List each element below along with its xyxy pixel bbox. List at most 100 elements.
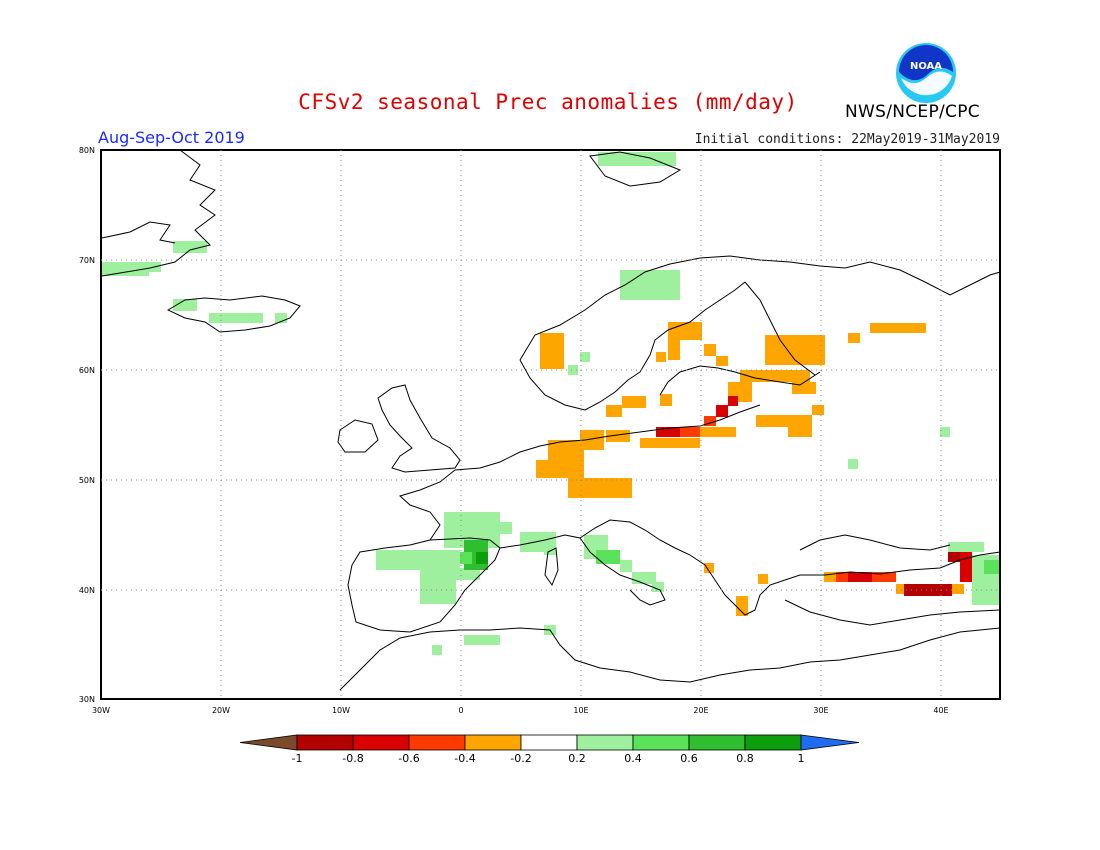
colorbar-label: -0.2 [510,752,531,765]
anomaly-cell [848,333,860,343]
colorbar-label: -0.4 [454,752,475,765]
anomaly-cell [668,322,702,340]
anomaly-cell [836,572,848,582]
colorbar-label: -0.6 [398,752,419,765]
anomaly-cell [622,396,646,408]
anomaly-cell [948,552,960,562]
anomaly-cell [704,416,716,426]
anomaly-cell [758,574,768,584]
lon-label: 10W [332,706,350,715]
colorbar-segment [688,734,746,751]
anomaly-cell [940,427,950,437]
anomaly-cell [606,405,622,417]
anomaly-cell [960,552,972,582]
anomaly-cell [656,427,680,437]
anomaly-cell [640,438,700,448]
anomaly-cell [568,365,578,375]
anomaly-cell [704,563,714,573]
anomaly-cell [536,460,584,478]
anomaly-cell [580,352,590,362]
colorbar-labels: -1 -0.8 -0.6 -0.4 -0.2 0.2 0.4 0.6 0.8 1 [292,752,805,765]
lon-label: 10E [573,706,588,715]
colorbar-segment [296,734,354,751]
anomaly-cell [704,344,716,356]
colorbar-segment [408,734,466,751]
anomaly-cell [896,584,908,594]
anomaly-cell [540,333,564,369]
anomaly-cell [660,394,672,406]
anomaly-cell [460,552,472,564]
anomaly-cell [596,480,632,494]
anomaly-cell [620,560,632,572]
forecast-period: Aug-Sep-Oct 2019 [98,128,245,147]
colorbar [239,734,860,751]
anomaly-cell [812,405,824,415]
colorbar-segment [352,734,410,751]
colorbar-label: 0.8 [736,752,754,765]
anomaly-cell [728,396,738,406]
anomaly-cell [904,584,952,596]
anomaly-cells [101,152,1000,655]
anomaly-cell [544,545,556,555]
anomaly-cell [808,335,824,365]
lon-label: 40E [933,706,948,715]
lon-label: 20W [212,706,230,715]
lat-label: 40N [79,586,95,595]
anomaly-cell [580,430,604,450]
anomaly-cell [598,152,676,166]
colorbar-label: -0.8 [342,752,363,765]
anomaly-cell [952,584,964,594]
anomaly-cell [476,552,488,564]
lat-label: 80N [79,146,95,155]
anomaly-cell [872,572,896,582]
anomaly-cell [420,570,456,604]
anomaly-cell [700,427,736,437]
colorbar-label: 0.2 [568,752,586,765]
anomaly-cell [984,560,1000,574]
lat-label: 30N [79,695,95,704]
anomaly-cell [948,542,984,552]
colorbar-segment [520,734,578,751]
anomaly-cell [824,572,836,582]
lon-label: 20E [693,706,708,715]
anomaly-cell [870,323,926,333]
anomaly-cell [652,582,664,592]
colorbar-label: -1 [292,752,303,765]
colorbar-label: 0.4 [624,752,642,765]
organization-label: NWS/NCEP/CPC [845,102,980,122]
anomaly-cell [848,459,858,469]
anomaly-cell [620,270,680,300]
anomaly-cell [596,550,620,564]
anomaly-cell [606,430,630,442]
colorbar-label: 1 [798,752,805,765]
colorbar-segment [464,734,522,751]
lon-label: 0 [458,706,463,715]
anomaly-cell [680,427,704,437]
lat-labels: 80N 70N 60N 50N 40N 30N [79,146,95,704]
anomaly-cell [548,440,584,462]
anomaly-cell [500,522,512,534]
colorbar-extend-high [800,734,860,751]
lat-label: 50N [79,476,95,485]
anomaly-cell [716,405,728,417]
anomaly-cell [716,356,728,366]
anomaly-cell [464,635,500,645]
anomaly-cell [209,313,263,323]
anomaly-cell [456,568,480,580]
graticule [101,150,1000,699]
map-frame [100,149,1001,700]
coastlines [101,149,1001,691]
anomaly-cell [101,262,149,276]
anomaly-cell [656,352,666,362]
anomaly-cell [173,299,197,311]
anomaly-cell [432,645,442,655]
anomaly-cell [740,370,810,382]
svg-text:NOAA: NOAA [910,61,942,72]
lat-label: 70N [79,256,95,265]
anomaly-cell [736,596,748,616]
anomaly-cell [848,572,872,582]
anomaly-cell [173,241,207,253]
noaa-logo-icon: NOAA [896,43,956,103]
colorbar-segment [576,734,634,751]
